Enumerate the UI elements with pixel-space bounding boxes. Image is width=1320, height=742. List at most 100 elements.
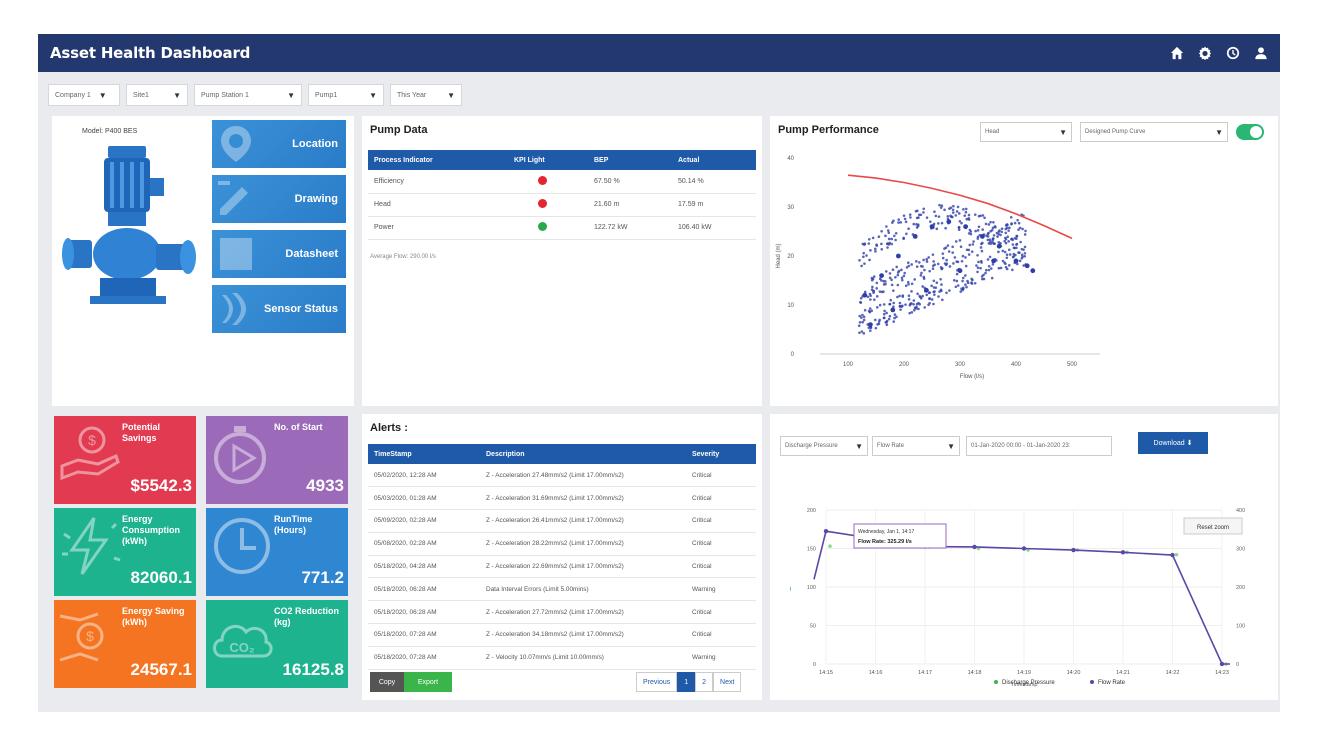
scatter-point [1012, 246, 1016, 250]
scatter-point [956, 260, 960, 264]
scatter-point [933, 263, 937, 266]
download-button[interactable]: Download ⬇ [1138, 432, 1208, 454]
y-right-tick-label: 300 [1236, 547, 1245, 553]
column-header[interactable]: KPI Light [508, 150, 588, 170]
clock-icon [214, 518, 270, 574]
scatter-point [973, 213, 977, 216]
x-tick-label: 200 [899, 362, 910, 368]
indicator-cell: Head [368, 193, 508, 217]
scatter-point [907, 294, 911, 298]
scatter-point [966, 279, 969, 283]
datasheet-button[interactable]: Datasheet [212, 230, 346, 278]
scatter-point [954, 214, 958, 217]
scatter-point [958, 239, 962, 242]
gear-icon[interactable] [1198, 46, 1212, 60]
user-icon[interactable] [1254, 46, 1268, 60]
scatter-point [867, 237, 871, 241]
performance-metric-select[interactable]: Head ▼ [980, 122, 1072, 142]
scatter-point [910, 282, 914, 286]
sensor-status-button[interactable]: Sensor Status [212, 285, 346, 333]
pump-data-panel: Pump Data Process Indicator KPI Light BE… [362, 116, 762, 406]
location-button[interactable]: Location [212, 120, 346, 168]
scatter-point [931, 267, 935, 270]
column-header[interactable]: TimeStamp [368, 444, 480, 464]
trend-metric2-select[interactable]: Flow Rate ▼ [872, 436, 960, 456]
scatter-point [1015, 243, 1018, 246]
scatter-point [919, 213, 923, 217]
scatter-point [862, 332, 866, 335]
clock-icon[interactable] [1226, 46, 1240, 60]
timestamp-cell: 05/08/2020, 02:28 AM [368, 532, 480, 556]
scatter-point [1018, 226, 1022, 230]
next-button[interactable]: Next [713, 672, 742, 692]
date-range-input[interactable]: 01-Jan-2020 00:00 - 01-Jan-2020 23: [966, 436, 1112, 456]
stopwatch-play-icon [214, 426, 266, 484]
scatter-point [925, 260, 929, 263]
x-tick-label: 300 [955, 362, 966, 368]
company-select[interactable]: Company 1 ▼ [48, 84, 120, 106]
scatter-point [993, 242, 997, 245]
curve-toggle[interactable] [1236, 124, 1264, 140]
table-row: Efficiency 67.50 % 50.14 % [368, 170, 756, 194]
pump-curve-select[interactable]: Designed Pump Curve ▼ [1080, 122, 1228, 142]
scatter-point [955, 272, 959, 276]
scatter-point [958, 219, 962, 223]
site-select[interactable]: Site1 ▼ [126, 84, 188, 106]
scatter-point [909, 216, 912, 219]
pump-select[interactable]: Pump1 ▼ [308, 84, 384, 106]
severity-cell: Critical [686, 464, 756, 488]
asset-panel: Model: P400 BES Location Drawing [52, 116, 354, 406]
period-select[interactable]: This Year ▼ [390, 84, 462, 106]
scatter-point [948, 289, 951, 292]
kpi-runtime: RunTime (Hours) 771.2 [206, 508, 348, 596]
scatter-point [1023, 233, 1027, 236]
scatter-point [869, 298, 872, 301]
scatter-point [862, 255, 865, 259]
scatter-point [970, 250, 974, 253]
column-header[interactable]: Actual [672, 150, 756, 170]
scatter-point [1021, 227, 1024, 231]
scatter-point [867, 326, 871, 330]
home-icon[interactable] [1170, 46, 1184, 60]
scatter-point [979, 214, 982, 218]
scatter-point [859, 300, 862, 304]
page-1-button[interactable]: 1 [677, 672, 696, 692]
column-header[interactable]: BEP [588, 150, 672, 170]
scatter-point [1005, 223, 1009, 226]
scatter-point [900, 276, 904, 280]
scatter-point [874, 326, 878, 330]
scatter-point [946, 217, 950, 221]
y-axis-label: Head (m) [776, 243, 782, 268]
column-header[interactable]: Process Indicator [368, 150, 508, 170]
scatter-point [947, 250, 951, 253]
y-right-tick-label: 100 [1236, 624, 1245, 630]
drawing-button[interactable]: Drawing [212, 175, 346, 223]
pump-data-table: Process Indicator KPI Light BEP Actual E… [368, 150, 756, 240]
scatter-point [949, 206, 953, 210]
scatter-point [893, 313, 897, 316]
pump-station-select[interactable]: Pump Station 1 ▼ [194, 84, 302, 106]
scatter-point [1016, 218, 1019, 222]
scatter-point [861, 313, 864, 317]
x-tick-label: 14:22 [1166, 670, 1180, 676]
export-button[interactable]: Export [404, 672, 452, 692]
previous-button[interactable]: Previous [636, 672, 678, 692]
kpi-co2-reduction: CO₂ CO2 Reduction (kg) 16125.8 [206, 600, 348, 688]
scatter-point [875, 243, 878, 246]
scatter-point [903, 271, 907, 275]
copy-button[interactable]: Copy [370, 672, 404, 692]
page-2-button[interactable]: 2 [695, 672, 714, 692]
column-header[interactable]: Description [480, 444, 686, 464]
legend-marker-discharge [994, 680, 998, 684]
alerts-table: TimeStamp Description Severity 05/02/202… [368, 444, 756, 670]
x-tick-label: 14:20 [1067, 670, 1081, 676]
scatter-point [961, 254, 965, 258]
scatter-point [900, 278, 904, 282]
table-row: 05/09/2020, 02:28 AM Z - Acceleration 26.… [368, 509, 756, 533]
scatter-point [989, 220, 992, 224]
scatter-point [936, 262, 940, 266]
column-header[interactable]: Severity [686, 444, 756, 464]
trend-metric1-select[interactable]: Discharge Pressure ▼ [780, 436, 868, 456]
scatter-point [970, 281, 973, 284]
scatter-point [894, 238, 897, 242]
